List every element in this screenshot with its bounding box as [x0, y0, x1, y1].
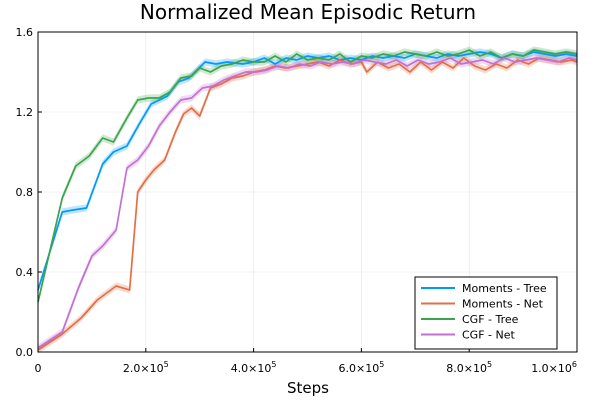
legend-label: Moments - Tree	[462, 282, 547, 295]
x-tick-label: 6.0×105	[338, 360, 384, 375]
x-tick-label: 4.0×105	[231, 360, 277, 375]
x-tick-label: 1.0×106	[531, 360, 577, 375]
y-tick-label: 0.0	[16, 346, 34, 359]
y-axis-ticks: 0.0 0.4 0.8 1.2 1.6	[16, 26, 42, 359]
x-tick-label: 8.0×105	[446, 360, 492, 375]
series-line	[37, 57, 578, 349]
x-axis-label: Steps	[287, 379, 329, 397]
series-line	[37, 49, 578, 303]
legend-label: CGF - Tree	[462, 313, 519, 326]
legend-label: Moments - Net	[462, 298, 544, 311]
legend-label: CGF - Net	[462, 329, 515, 342]
legend: Moments - Tree Moments - Net CGF - Tree CGF…	[414, 276, 558, 350]
y-tick-label: 1.2	[16, 106, 34, 119]
x-tick-label: 2.0×105	[123, 360, 169, 375]
series-line	[37, 51, 578, 291]
series-line	[37, 57, 578, 351]
series-band	[38, 48, 577, 294]
series-lines	[37, 49, 578, 351]
y-tick-label: 0.4	[16, 266, 34, 279]
y-tick-label: 0.8	[16, 186, 34, 199]
y-tick-label: 1.6	[16, 26, 34, 39]
x-axis-ticks: 0 2.0×105 4.0×105 6.0×105 8.0×105 1.0×106	[35, 348, 578, 375]
series-band	[38, 46, 577, 306]
chart-title: Normalized Mean Episodic Return	[140, 0, 476, 24]
x-tick-label: 0	[35, 362, 42, 375]
